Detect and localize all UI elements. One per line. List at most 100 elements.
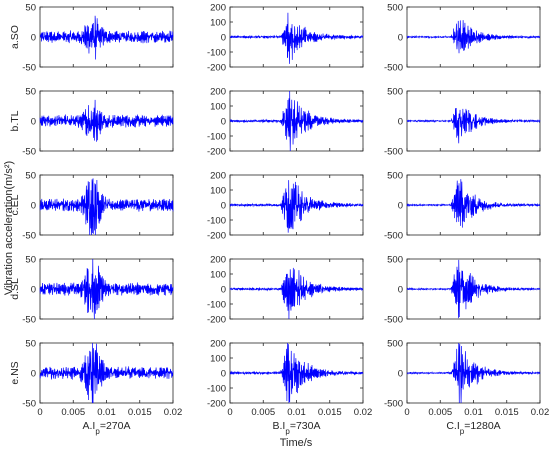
row-label: e.NS [9,361,21,384]
y-tick-label: 200 [210,255,226,266]
y-tick-label: 50 [25,171,36,182]
y-tick-label: 0 [31,117,36,128]
x-tick-label: 0.005 [61,407,85,418]
x-tick-label: 0.015 [495,407,519,418]
y-tick-label: 0 [398,117,403,128]
y-tick-label: 100 [210,354,226,365]
panel-d-sl-col-1: 200 100 0 -100 -200 [207,255,364,326]
y-tick-label: 0 [221,33,226,44]
series-line [39,258,174,320]
y-tick-label: -100 [207,384,226,395]
y-tick-label: -100 [207,300,226,311]
series-line [229,180,364,233]
panel-a-so-col-1: 200 100 0 -100 -200 [207,3,364,74]
y-tick-label: -500 [384,63,403,74]
y-tick-label: 500 [387,87,403,98]
y-tick-label: 500 [387,339,403,350]
y-tick-label: 0 [31,201,36,212]
x-tick-label: 0.02 [531,407,550,418]
panel-b-tl-col-0: 50 0 -50 b.TL [9,87,174,158]
series-line [229,267,364,320]
column-label: A.Ip=270A [83,420,131,436]
y-tick-label: 0 [221,117,226,128]
x-tick-label: 0.005 [251,407,275,418]
x-tick-label: 0.005 [428,407,452,418]
panel-c-el-col-0: 50 0 -50 c.EL [9,171,174,242]
y-tick-label: -200 [207,147,226,158]
y-tick-label: -200 [207,63,226,74]
y-tick-label: 100 [210,18,226,29]
y-tick-label: -100 [207,132,226,143]
x-tick-label: 0 [404,407,409,418]
y-tick-label: 200 [210,3,226,14]
y-tick-label: 100 [210,270,226,281]
y-tick-label: -50 [22,399,36,410]
x-tick-label: 0.015 [318,407,342,418]
x-tick-label: 0.01 [97,407,116,418]
series-line [406,108,541,144]
y-tick-label: 500 [387,171,403,182]
y-tick-label: 50 [25,3,36,14]
column-label: B.Ip=730A [273,420,321,436]
y-tick-label: 100 [210,186,226,197]
y-tick-label: 0 [31,369,36,380]
y-tick-label: 0 [221,369,226,380]
x-tick-label: 0.01 [464,407,483,418]
y-tick-label: 0 [398,285,403,296]
series-line [229,342,364,404]
y-tick-label: 50 [25,339,36,350]
y-tick-label: 0 [398,33,403,44]
row-label: c.EL [9,194,21,215]
x-tick-label: 0 [227,407,232,418]
panel-e-ns-col-0: 500-500 0.005 0.01 0.015 0.02e.NS [9,339,182,419]
y-tick-label: -50 [22,231,36,242]
x-tick-label: 0 [37,407,42,418]
panel-b-tl-col-1: 200 100 0 -100 -200 [207,87,364,158]
panel-a-so-col-2: 500 0 -500 [384,3,541,74]
series-line [39,15,174,60]
panel-a-so-col-0: 50 0 -50 a.SO [9,3,174,74]
y-tick-label: -50 [22,315,36,326]
y-tick-label: 200 [210,171,226,182]
row-label: a.SO [9,25,21,49]
y-tick-label: -100 [207,216,226,227]
series-line [406,179,541,228]
y-tick-label: -500 [384,315,403,326]
series-line [406,259,541,319]
x-tick-label: 0.01 [287,407,306,418]
y-tick-label: -50 [22,63,36,74]
y-tick-label: -50 [22,147,36,158]
series-line [406,342,541,404]
y-tick-label: 500 [387,3,403,14]
y-tick-label: -500 [384,147,403,158]
column-label: C.Ip=1280A [446,420,500,436]
y-tick-label: -200 [207,315,226,326]
series-line [39,342,174,404]
y-tick-label: -200 [207,231,226,242]
panel-d-sl-col-2: 500 0 -500 [384,255,541,326]
x-tick-label: 0.02 [354,407,373,418]
series-line [229,12,364,64]
row-label: d.SL [9,278,21,300]
panel-d-sl-col-0: 50 0 -50 d.SL [9,255,174,326]
y-tick-label: 0 [221,285,226,296]
y-tick-label: 0 [221,201,226,212]
series-line [39,178,174,236]
y-tick-label: 0 [398,201,403,212]
series-line [39,99,174,142]
panel-grid: 500-50a.SO500-50b.TL500-50c.EL500-50d.SL… [9,3,549,436]
y-tick-label: 0 [31,285,36,296]
y-tick-label: 50 [25,255,36,266]
panel-c-el-col-2: 500 0 -500 [384,171,541,242]
y-tick-label: -500 [384,399,403,410]
y-tick-label: -500 [384,231,403,242]
x-tick-label: 0.02 [164,407,183,418]
series-line [406,20,541,54]
x-tick-label: 0.015 [128,407,152,418]
series-line [229,90,364,152]
panel-b-tl-col-2: 500 0 -500 [384,87,541,158]
x-axis-label: Time/s [280,437,313,449]
